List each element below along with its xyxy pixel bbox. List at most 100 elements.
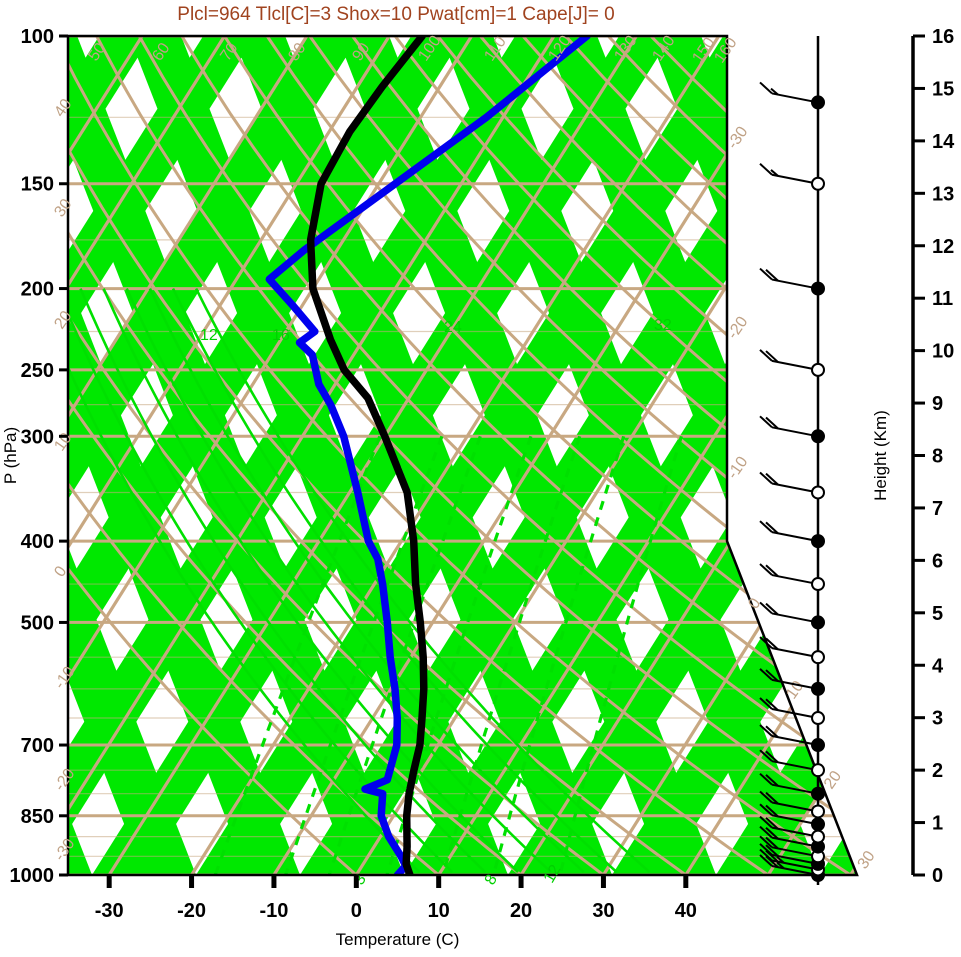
pressure-tick-label: 700 <box>21 735 54 757</box>
temperature-tick-label: -20 <box>177 900 206 922</box>
wind-barb <box>759 349 825 377</box>
wind-level-marker <box>811 738 825 753</box>
pressure-axis-title: P (hPa) <box>1 427 20 484</box>
temperature-tick-label: 0 <box>351 900 362 922</box>
wind-level-marker <box>811 786 825 801</box>
wind-barb <box>759 163 825 191</box>
height-tick-label: 6 <box>932 550 943 572</box>
height-tick-label: 4 <box>932 655 944 677</box>
mixing-ratio-line <box>558 435 683 875</box>
height-tick-label: 16 <box>932 26 954 48</box>
isotherm-line <box>272 36 803 875</box>
dry-adiabat-line <box>68 36 523 875</box>
pressure-tick-label: 200 <box>21 279 54 301</box>
temperature-profile-line <box>306 36 428 875</box>
wind-level-marker <box>811 817 825 832</box>
wind-level-marker <box>811 650 825 665</box>
pressure-tick-label: 500 <box>21 612 54 634</box>
height-tick-label: 12 <box>932 236 954 258</box>
wind-barb <box>759 790 825 819</box>
saturated-adiabat-label: 24 <box>444 319 462 336</box>
wind-level-marker <box>811 615 825 630</box>
height-tick-label: 2 <box>932 760 943 782</box>
saturated-adiabat-line <box>68 288 421 874</box>
height-tick-label: 15 <box>932 78 954 100</box>
height-tick-label: 0 <box>932 865 943 887</box>
isotherm-line <box>849 36 857 875</box>
mixing-ratio-line <box>385 435 533 875</box>
dry-adiabat-line <box>308 36 857 875</box>
isotherm-line <box>602 36 857 875</box>
pressure-tick-label: 850 <box>21 806 54 828</box>
mixing-ratio-line <box>284 435 444 875</box>
dry-adiabat-line <box>68 36 687 875</box>
wind-barb <box>759 81 825 110</box>
pressure-tick-label: 300 <box>21 426 54 448</box>
saturated-adiabat-line <box>148 288 585 874</box>
pressure-tick-label: 1000 <box>10 865 55 887</box>
wind-level-marker <box>811 281 825 296</box>
height-tick-label: 7 <box>932 498 943 520</box>
saturated-adiabat-line <box>194 288 651 874</box>
wind-barb <box>759 835 825 864</box>
pressure-tick-label: 250 <box>21 360 54 382</box>
wind-barb <box>759 668 825 696</box>
dewpoint-profile-line <box>265 36 591 875</box>
dry-adiabat-line <box>180 36 857 875</box>
saturated-adiabat-line <box>102 288 519 874</box>
isotherm-line <box>190 36 721 875</box>
height-tick-label: 9 <box>932 393 943 415</box>
wind-barb <box>759 563 825 592</box>
wind-level-marker <box>811 804 825 819</box>
wind-level-marker <box>811 429 825 444</box>
wind-level-marker <box>811 681 825 696</box>
wind-barb <box>759 825 825 854</box>
wind-level-marker <box>811 577 825 592</box>
isotherm-line <box>68 36 473 875</box>
isotherm-line <box>68 36 226 875</box>
saturated-adiabat-line <box>68 288 454 874</box>
height-tick-label: 10 <box>932 341 954 363</box>
dry-adiabat-line <box>351 36 857 875</box>
wind-barb <box>759 520 825 549</box>
wind-level-marker <box>811 534 825 549</box>
mixing-ratio-line <box>327 435 482 875</box>
isotherm-label-right: -10 <box>724 454 751 483</box>
dry-adiabat-line <box>68 36 358 875</box>
temperature-tick-label: 20 <box>510 900 532 922</box>
wind-barb <box>759 471 825 500</box>
height-tick-label: 13 <box>932 183 954 205</box>
wind-level-marker <box>811 176 825 191</box>
page-title: Plcl=964 Tlcl[C]=3 Shox=10 Pwat[cm]=1 Ca… <box>177 4 614 25</box>
height-axis-title: Height (Km) <box>871 410 890 501</box>
temperature-tick-label: -30 <box>95 900 124 922</box>
saturated-adiabat-line <box>171 288 618 874</box>
temperature-tick-label: 10 <box>428 900 450 922</box>
mixing-ratio-label: 12 <box>541 862 565 886</box>
height-tick-label: 5 <box>932 603 943 625</box>
dry-adiabat-line <box>137 36 857 875</box>
wind-level-marker <box>811 829 825 844</box>
dry-adiabat-line <box>265 36 857 875</box>
pressure-tick-label: 400 <box>21 531 54 553</box>
height-tick-label: 14 <box>932 131 955 153</box>
saturated-adiabat-line <box>79 288 487 874</box>
wind-barb <box>759 697 825 726</box>
wind-level-marker <box>811 763 825 778</box>
mixing-ratio-line <box>441 435 582 875</box>
wind-barb <box>759 803 825 832</box>
isotherm-line <box>68 36 391 875</box>
dry-adiabat-line <box>68 36 440 875</box>
temperature-tick-label: 30 <box>592 900 614 922</box>
wind-barb <box>759 724 825 753</box>
height-tick-label: 3 <box>932 708 943 730</box>
profile-curves <box>265 36 591 875</box>
saturated-adiabat-label: 16 <box>272 327 290 344</box>
isotherm-label-right: 30 <box>855 848 879 872</box>
dry-adiabat-line <box>68 36 605 875</box>
wind-barb <box>759 636 825 665</box>
wind-level-marker <box>811 95 825 110</box>
wind-barb-column <box>759 36 825 885</box>
